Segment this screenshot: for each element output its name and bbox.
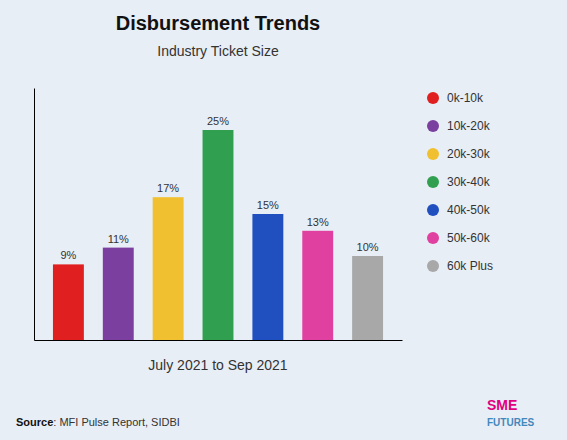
legend-swatch: [427, 92, 439, 104]
source-bold: Source: [16, 416, 53, 428]
legend-item: 50k-60k: [427, 231, 491, 245]
legend-swatch: [427, 176, 439, 188]
legend-swatch: [427, 260, 439, 272]
legend: 0k-10k 10k-20k 20k-30k 30k-40k 40k-50k 50k-60…: [427, 91, 493, 273]
source-text: : MFI Pulse Report, SIDBI: [53, 416, 180, 428]
data-label: 15%: [257, 199, 279, 211]
plot: 9% 11% 17% 25% 15% 13% 10%: [35, 89, 403, 341]
bar: [252, 214, 283, 340]
bar: [103, 248, 134, 340]
x-axis-title: July 2021 to Sep 2021: [148, 357, 288, 373]
bar: [153, 197, 184, 340]
legend-item: 20k-30k: [427, 147, 491, 161]
legend-label: 20k-30k: [447, 147, 491, 161]
data-label: 17%: [157, 182, 179, 194]
legend-swatch: [427, 204, 439, 216]
bar: [302, 231, 333, 340]
data-label: 13%: [307, 216, 329, 228]
legend-swatch: [427, 148, 439, 160]
legend-label: 60k Plus: [447, 259, 493, 273]
legend-item: 30k-40k: [427, 175, 491, 189]
y-axis-line: [34, 89, 35, 341]
subtitle: Industry Ticket Size: [157, 43, 279, 59]
source: Source: MFI Pulse Report, SIDBI: [16, 416, 180, 428]
legend-label: 0k-10k: [447, 91, 484, 105]
legend-item: 60k Plus: [427, 259, 493, 273]
logo-text: FUTURES: [487, 417, 535, 428]
legend-label: 50k-60k: [447, 231, 491, 245]
y-axis: [34, 89, 35, 341]
legend-item: 0k-10k: [427, 91, 484, 105]
data-label: 9%: [60, 249, 76, 261]
data-label: 10%: [357, 241, 379, 253]
legend-item: 10k-20k: [427, 119, 491, 133]
logo-text: SME: [487, 397, 517, 413]
x-axis: [35, 340, 403, 341]
title: Disbursement Trends: [116, 12, 321, 34]
bar: [352, 256, 383, 340]
chart: Disbursement Trends Industry Ticket Size 9…: [0, 0, 567, 440]
bars: [53, 130, 383, 340]
bar: [53, 264, 84, 340]
legend-label: 10k-20k: [447, 119, 491, 133]
legend-swatch: [427, 120, 439, 132]
data-label: 11%: [108, 233, 129, 245]
legend-label: 30k-40k: [447, 175, 491, 189]
legend-label: 40k-50k: [447, 203, 491, 217]
legend-swatch: [427, 232, 439, 244]
x-axis-line: [35, 340, 403, 341]
data-labels: 9% 11% 17% 25% 15% 13% 10%: [60, 115, 378, 261]
data-label: 25%: [207, 115, 229, 127]
bar: [203, 130, 234, 340]
legend-item: 40k-50k: [427, 203, 491, 217]
